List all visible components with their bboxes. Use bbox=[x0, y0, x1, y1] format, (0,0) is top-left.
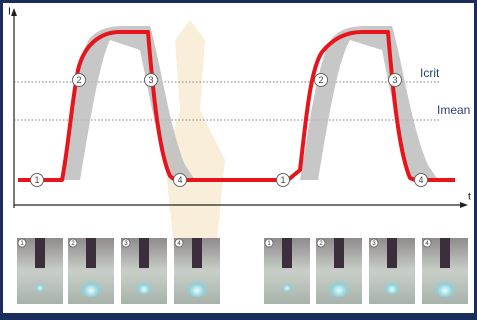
electrode bbox=[35, 238, 45, 268]
marker: 2 bbox=[76, 75, 81, 85]
arc-glow bbox=[383, 278, 401, 294]
photo-label: 2 bbox=[69, 239, 77, 247]
arc-glow bbox=[281, 281, 293, 292]
arc-glow bbox=[327, 275, 351, 297]
icrit-label: Icrit bbox=[420, 66, 440, 80]
arc-glow bbox=[135, 278, 153, 294]
x-axis-label: t bbox=[468, 192, 471, 203]
marker: 1 bbox=[280, 175, 285, 185]
arc-glow bbox=[433, 275, 457, 297]
arc-glow bbox=[34, 281, 46, 292]
figure: I t Icrit Imean 1 2 3 4 1 2 3 4 1 2 3 4 1 2 3 4 bbox=[0, 0, 477, 320]
electrode bbox=[334, 238, 344, 268]
imean-label: Imean bbox=[437, 103, 470, 117]
marker: 4 bbox=[177, 175, 182, 185]
photo-label: 1 bbox=[265, 239, 273, 247]
photo-label: 2 bbox=[317, 239, 325, 247]
marker: 3 bbox=[392, 75, 397, 85]
arc-glow bbox=[79, 275, 103, 297]
marker: 3 bbox=[148, 75, 153, 85]
arc-glow bbox=[185, 275, 209, 297]
photo-label: 3 bbox=[370, 239, 378, 247]
electrode bbox=[192, 238, 202, 268]
y-axis-label: I bbox=[8, 7, 11, 18]
photo-label: 3 bbox=[122, 239, 130, 247]
marker: 4 bbox=[418, 175, 423, 185]
electrode bbox=[282, 238, 292, 268]
marker: 1 bbox=[34, 175, 39, 185]
photo-label: 1 bbox=[18, 239, 26, 247]
electrode bbox=[387, 238, 397, 268]
photo-label: 4 bbox=[423, 239, 431, 247]
photo-label: 4 bbox=[175, 239, 183, 247]
marker: 2 bbox=[318, 75, 323, 85]
electrode bbox=[139, 238, 149, 268]
electrode bbox=[86, 238, 96, 268]
electrode bbox=[440, 238, 450, 268]
bottom-bar bbox=[0, 313, 477, 320]
